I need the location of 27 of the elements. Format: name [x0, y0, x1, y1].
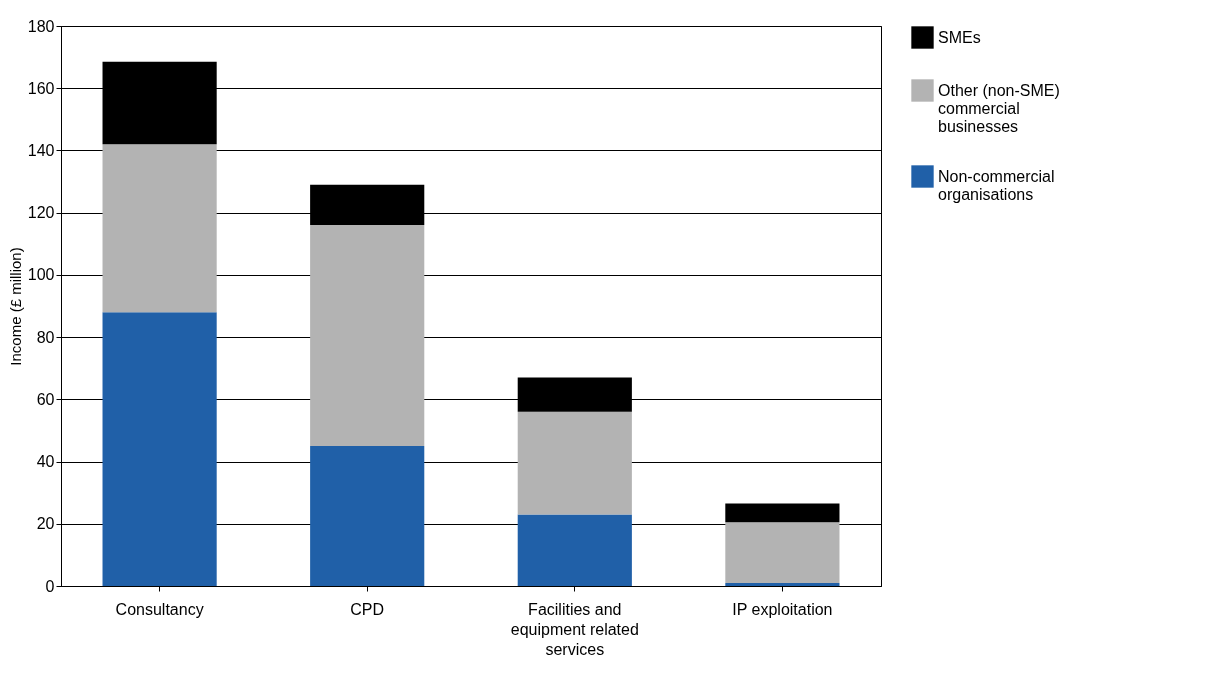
- y-tick-label: 120: [27, 204, 55, 222]
- legend-label: SMEs: [938, 28, 981, 46]
- y-tick-label: 140: [27, 141, 55, 159]
- bar: [725, 522, 840, 583]
- x-tick-label: Consultancy: [115, 600, 204, 618]
- y-tick-label: 180: [27, 17, 55, 35]
- y-tick-label: 0: [45, 577, 55, 595]
- bar: [102, 144, 217, 313]
- legend-label: Non-commercial organisations: [938, 167, 1055, 203]
- y-tick-label: 20: [36, 515, 55, 533]
- bar: [102, 312, 217, 586]
- y-tick-label: 100: [27, 266, 55, 284]
- x-tick-label: Facilities and equipment related services: [510, 600, 639, 658]
- y-tick-label: 80: [36, 328, 55, 346]
- bar: [310, 225, 425, 446]
- bar: [310, 446, 425, 586]
- y-tick-label: 40: [36, 453, 55, 471]
- y-axis-title: Income (£ million): [6, 247, 24, 366]
- bar: [725, 582, 840, 586]
- x-tick-label: IP exploitation: [732, 600, 833, 618]
- y-tick-label: 60: [36, 390, 55, 408]
- x-tick-label: CPD: [350, 600, 385, 618]
- bar: [517, 514, 632, 586]
- bar: [517, 411, 632, 515]
- y-tick-label: 160: [27, 79, 55, 97]
- legend-label: Other (non-SME) commercial businesses: [938, 81, 1060, 135]
- bar: [725, 503, 840, 523]
